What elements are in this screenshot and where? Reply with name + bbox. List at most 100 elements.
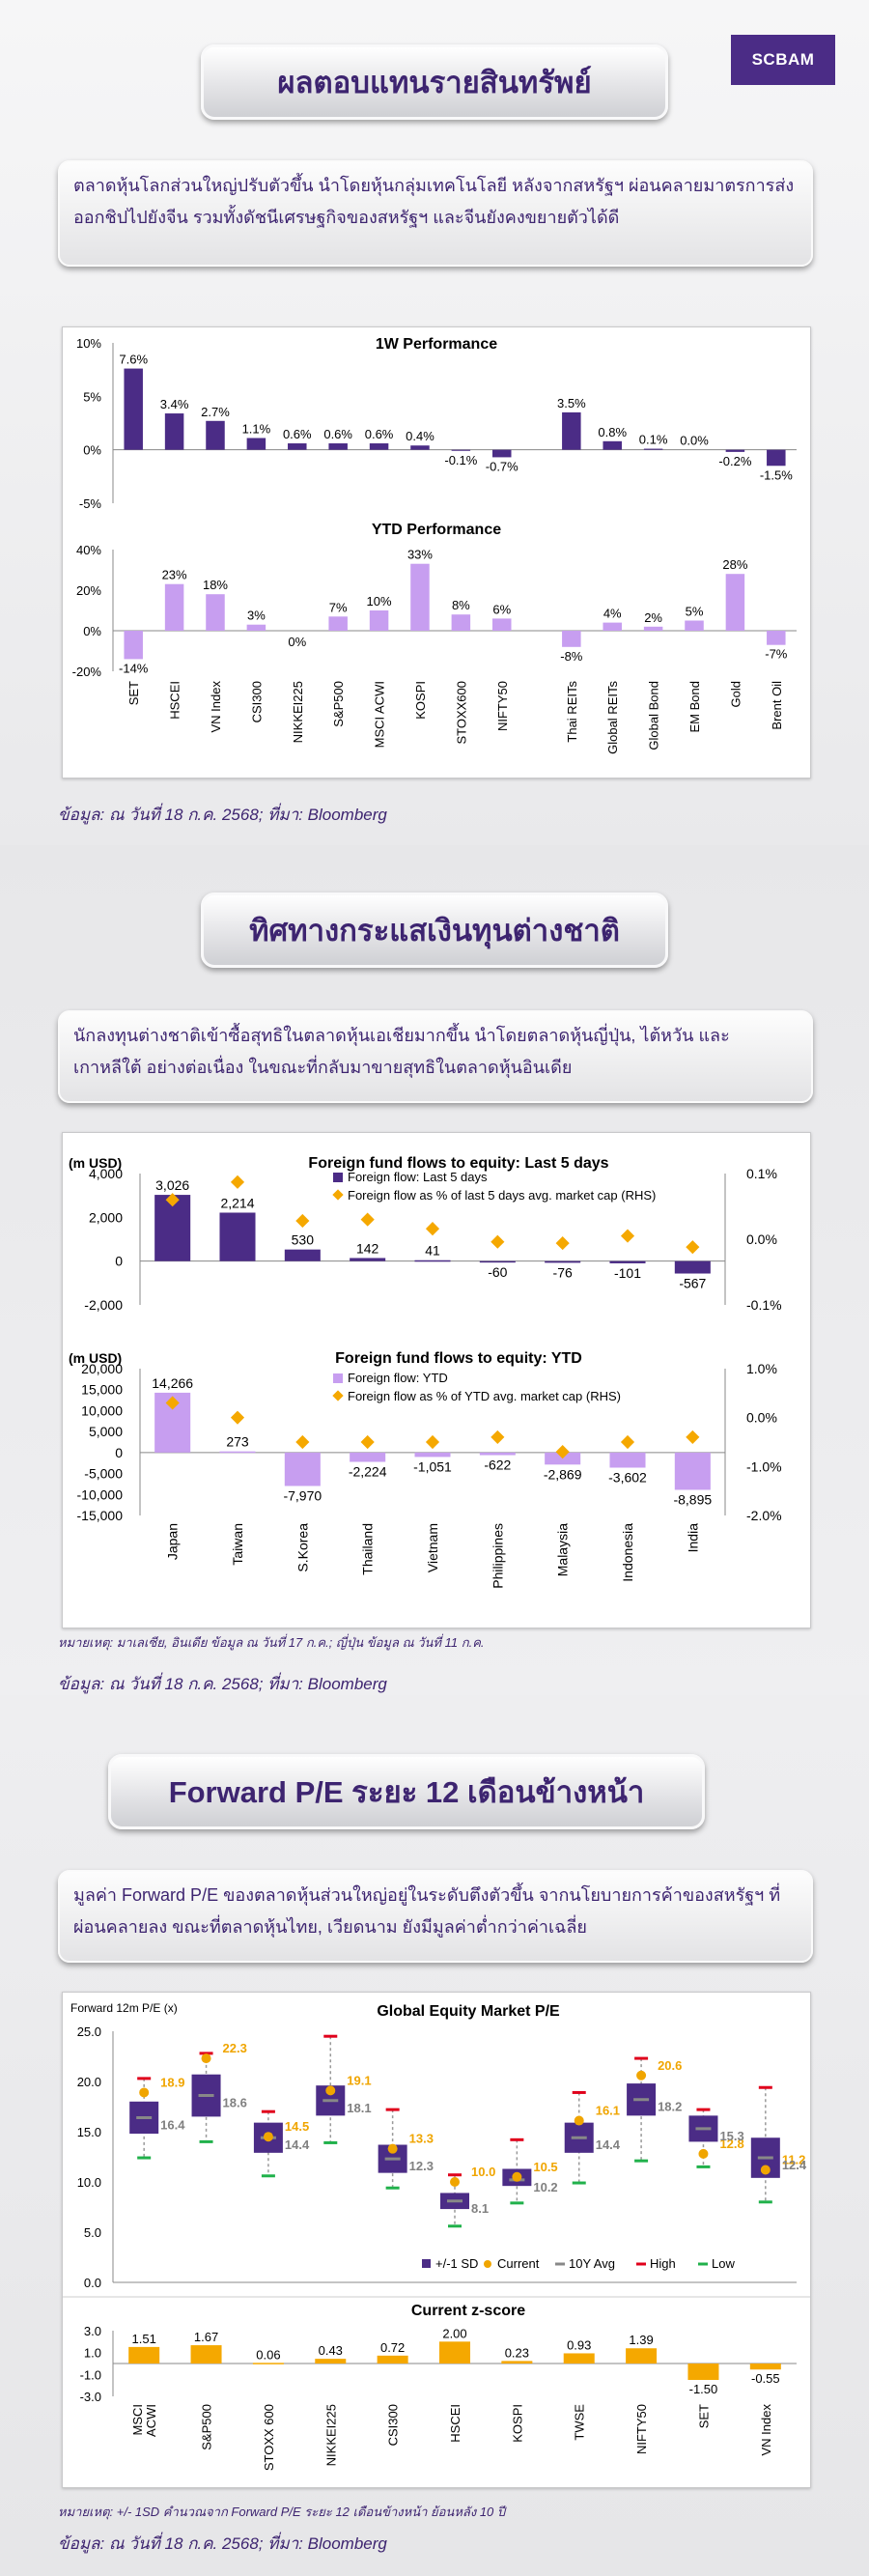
fund-flow-charts: (m USD) Foreign fund flows to equity: Las… [69,1155,782,1589]
data-label-ytd: -2,869 [544,1466,582,1482]
rhs-marker-ytd [360,1434,375,1450]
footnote-pe: หมายเหตุ: +/- 1SD คำนวณจาก Forward P/E ร… [58,2505,506,2519]
bar-ytd [562,631,581,647]
data-label-zscore: -0.55 [751,2371,780,2386]
bar-ytd [206,594,225,631]
rhs-marker-ytd [165,1396,180,1410]
source-note-pe: ข้อมูล: ณ วันที่ 18 ก.ค. 2568; ที่มา: Bl… [58,2534,387,2553]
bar-1w [328,443,348,450]
bar-1w [288,443,307,450]
data-label-ytd: -8,895 [673,1491,712,1507]
data-label-1w: 0.6% [283,427,312,441]
data-label-ytd: -8% [560,649,583,664]
current-marker [636,2070,647,2081]
chart-title-ytd: Foreign fund flows to equity: YTD [335,1350,582,1367]
y-tick-ytd: -15,000 [77,1508,124,1523]
category-label: HSCEI [168,681,182,720]
performance-chart-panel: 1W Performance -5% 0% 5% 10% 7.6% 3.4% 2.7% 1.1%… [62,326,811,778]
data-label-last5: 142 [356,1240,379,1256]
y-tick-ytd: -5,000 [84,1466,123,1482]
avg-label: 12.3 [409,2159,434,2173]
bar-ytd [479,1452,516,1456]
category-label: MSCI ACWI [373,681,387,748]
bar-ytd [492,618,512,631]
data-label-zscore: 0.72 [380,2340,405,2355]
bar-last5 [674,1260,711,1274]
category-label: NIFTY50 [495,681,510,731]
chart-title-ytd: YTD Performance [372,522,501,538]
y-axis-label-last5: (m USD) [69,1155,122,1171]
data-label-ytd: -7% [765,647,788,662]
section-title-fund-flows: ทิศทางกระแสเงินทุนต่างชาติ [201,892,668,968]
legend-label-bar-ytd: Foreign flow: YTD [348,1371,448,1385]
avg-label: 12.4 [782,2158,807,2172]
category-label: KOSPI [413,681,428,720]
bar-ytd [284,1452,321,1486]
bar-ytd [246,624,266,631]
bar-last5 [545,1260,581,1263]
y-axis-label-ytd: (m USD) [69,1350,122,1366]
bar-zscore [563,2353,595,2364]
rhs-marker-ytd [295,1434,310,1450]
data-label-1w: 0.0% [680,434,709,448]
y-axis-label-pe: Forward 12m P/E (x) [70,2001,178,2015]
current-marker [698,2148,709,2159]
y-tick-last5: 4,000 [89,1166,123,1181]
legend-label: +/-1 SD [435,2256,478,2271]
rhs-marker-last5 [491,1234,505,1249]
data-label-1w: 7.6% [119,353,148,367]
current-marker [325,2085,336,2096]
bar-last5 [414,1260,451,1262]
chart-title-pe: Global Equity Market P/E [377,2003,560,2020]
y2-tick-last5: 0.0% [746,1231,777,1247]
source-note-performance: ข้อมูล: ณ วันที่ 18 ก.ค. 2568; ที่มา: Bl… [58,806,387,824]
rhs-marker-ytd [491,1430,505,1445]
category-label: Philippines [490,1523,505,1589]
rhs-marker-last5 [230,1175,245,1189]
rhs-marker-last5 [295,1213,310,1229]
legend-swatch-rhs-ytd [332,1390,344,1401]
bar-1w [124,368,143,450]
category-label: Thai REITs [565,681,579,743]
bar-zscore [687,2364,719,2380]
category-label: KOSPI [510,2404,524,2443]
data-label-ytd: -622 [484,1458,511,1473]
chart-title-1w: 1W Performance [376,336,497,353]
y-tick-ytd: 20% [76,583,101,598]
bar-zscore [252,2363,284,2364]
legend-label-rhs-last5: Foreign flow as % of last 5 days avg. ma… [348,1188,656,1203]
rhs-marker-last5 [425,1222,440,1236]
category-label: STOXX600 [454,681,468,745]
avg-label: 18.2 [658,2100,682,2114]
data-label-1w: -0.2% [718,454,751,468]
avg-label: 15.3 [719,2129,743,2143]
data-label-last5: -76 [553,1264,573,1280]
rhs-marker-ytd [230,1410,245,1425]
rhs-marker-last5 [620,1229,635,1243]
bar-ytd [328,616,348,631]
pe-chart-panel: Forward 12m P/E (x) Global Equity Market … [62,1992,811,2488]
data-label-1w: 0.6% [365,427,394,441]
y-tick-ytd: 0% [83,624,101,638]
data-label-ytd: 14,266 [152,1375,193,1391]
y-tick-pe: 25.0 [77,2024,101,2039]
current-marker [263,2132,273,2142]
current-marker [201,2053,211,2064]
rhs-marker-ytd [555,1445,570,1459]
data-label-ytd: 18% [203,578,228,592]
data-label-1w: 2.7% [201,405,230,419]
bar-ytd [124,631,143,660]
avg-label: 18.1 [347,2101,371,2115]
y-tick-pe: 20.0 [77,2075,101,2089]
legend-label: 10Y Avg [569,2256,615,2271]
bar-1w [767,449,786,467]
legend-label: Current [497,2256,540,2271]
current-label: 10.0 [471,2165,495,2179]
bar-1w [206,420,225,450]
category-label: SET [696,2404,711,2428]
y-tick-zscore: -3.0 [80,2390,101,2404]
legend-swatch-current [484,2260,491,2268]
data-label-ytd: -2,224 [349,1464,387,1480]
bar-1w [725,449,745,452]
category-label: ACWI [144,2404,158,2437]
